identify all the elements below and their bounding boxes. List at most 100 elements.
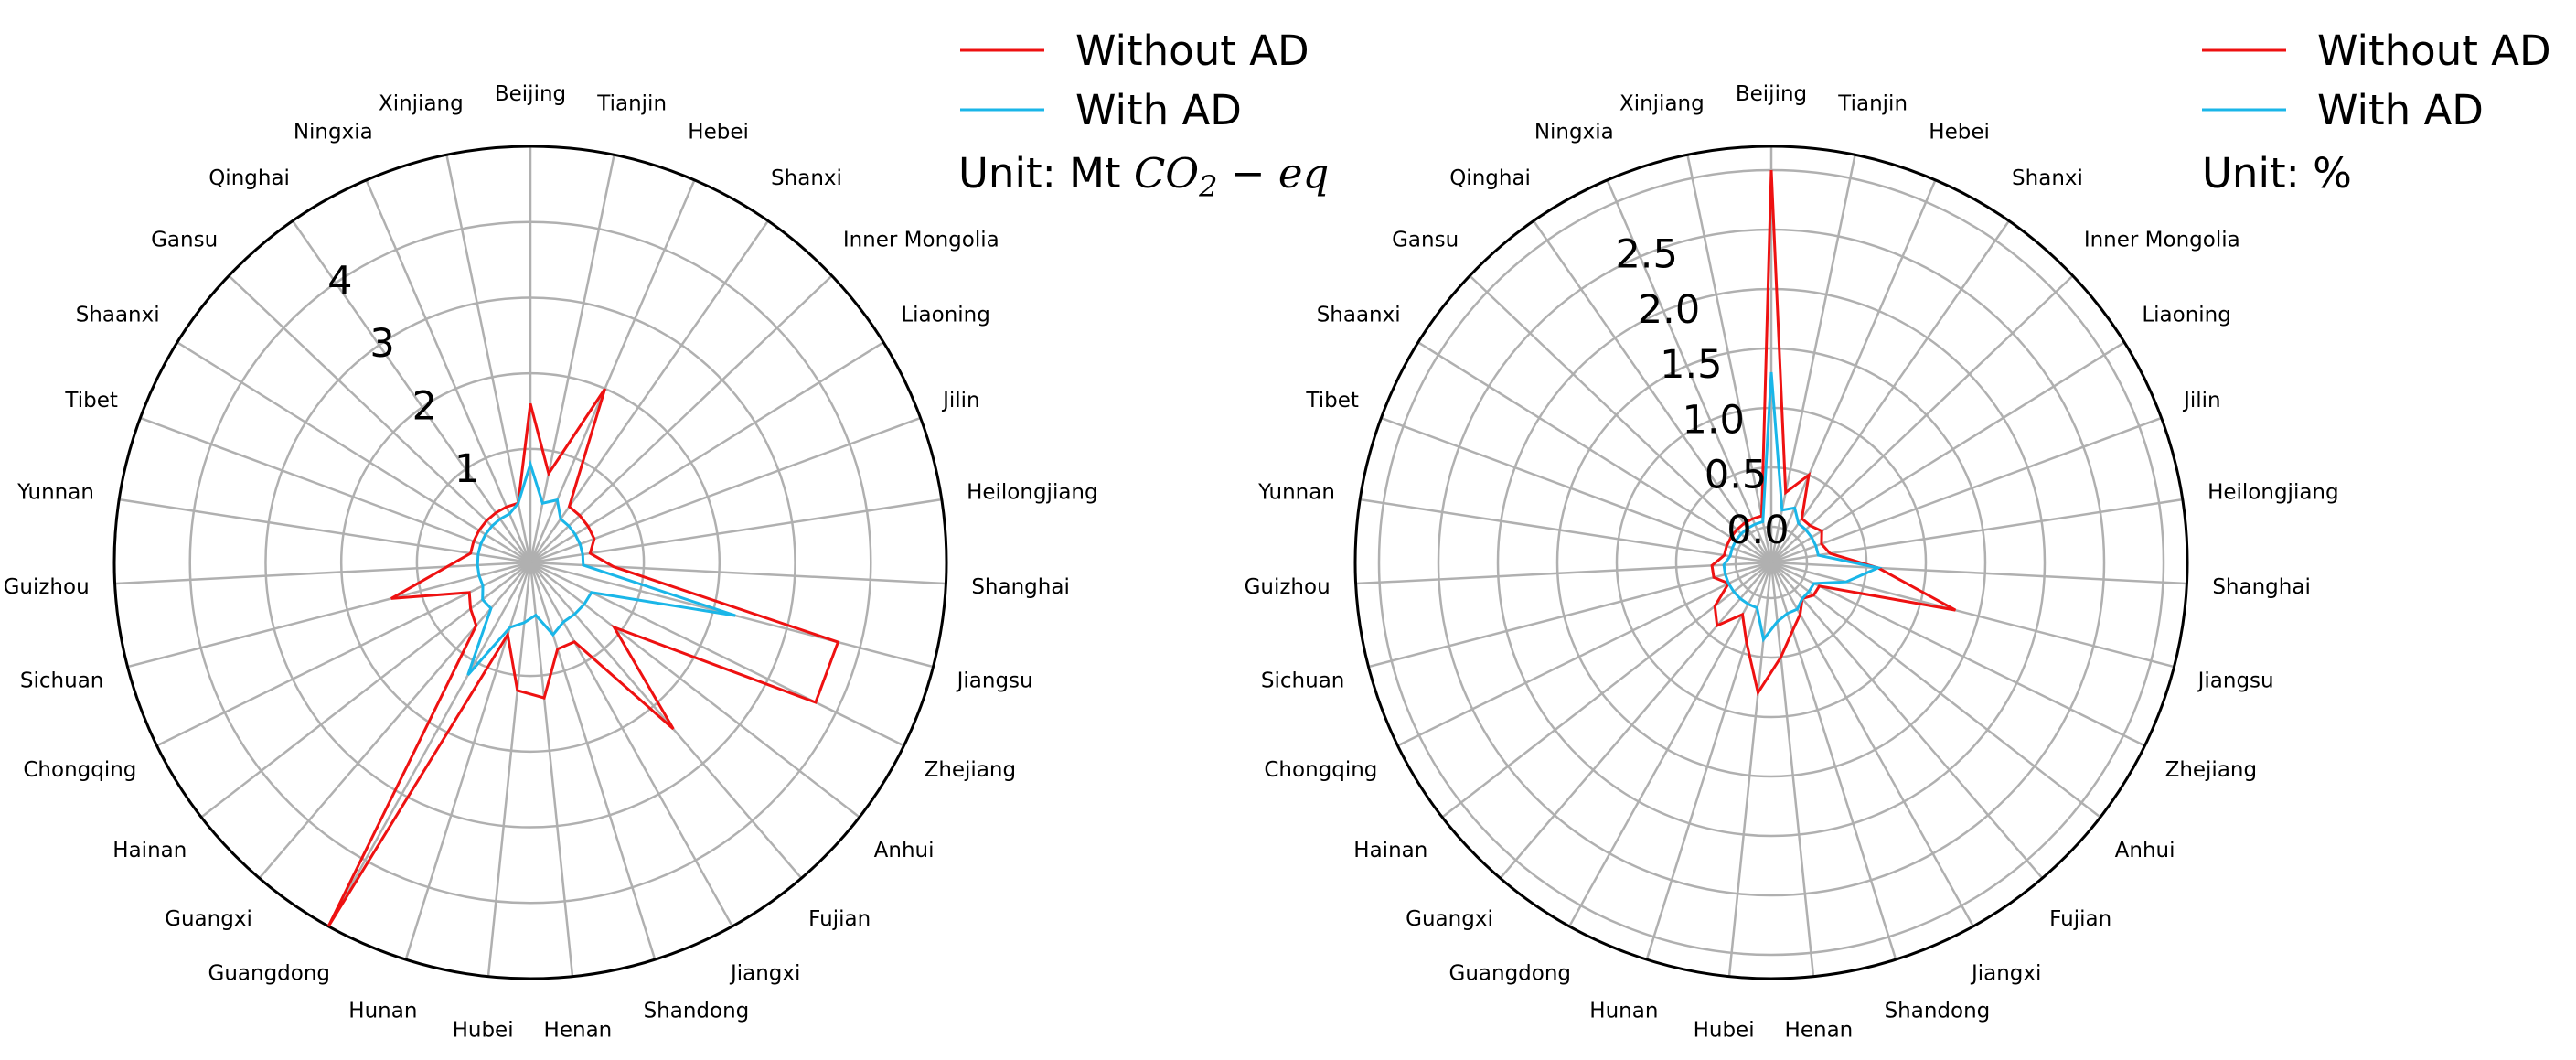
category-label: Qinghai [1449, 166, 1531, 190]
spoke-line [486, 562, 532, 977]
category-label: Sichuan [20, 669, 103, 693]
category-label: Hunan [348, 999, 417, 1023]
spoke-line [327, 562, 532, 927]
category-label: Heilongjiang [2207, 480, 2339, 504]
spoke-line [1770, 416, 2163, 564]
legend-label-without-ad: Without AD [1075, 27, 1309, 75]
grid-ring [339, 371, 721, 754]
spokes [114, 146, 946, 977]
category-label: Fujian [2049, 907, 2111, 931]
category-label: Hebei [688, 121, 749, 145]
spoke-line [176, 341, 531, 564]
category-label: Shanxi [771, 166, 842, 190]
legend-label-with-ad: With AD [1075, 86, 1242, 134]
grid-ring [415, 447, 646, 678]
radial-tick-labels: 0.0 0.5 1.0 1.5 2.0 2.5 [1615, 232, 1789, 553]
spoke-line [1770, 341, 2125, 564]
spoke-line [1533, 219, 1773, 563]
spoke-line [1727, 562, 1773, 977]
spoke-line [1769, 562, 1974, 927]
spoke-line [445, 155, 532, 563]
category-label: Jilin [2182, 389, 2221, 412]
category-label: Jilin [941, 389, 980, 412]
category-labels: Beijing Tianjin Hebei Shanxi Inner Mongolia L… [4, 82, 1098, 1042]
spoke-line [529, 498, 942, 564]
radial-tick-label: 2 [412, 384, 437, 430]
spoke-line [1769, 562, 1897, 960]
spoke-line [1769, 562, 1815, 977]
category-label: Jiangsu [956, 669, 1033, 693]
spoke-line [1355, 561, 1772, 585]
category-label: Guangdong [1449, 962, 1572, 986]
radial-tick-label: 0.0 [1726, 508, 1789, 553]
spoke-line [200, 562, 531, 819]
spoke-line [404, 562, 532, 960]
category-label: Guizhou [4, 575, 90, 599]
series-line-with-ad [1722, 371, 1883, 643]
series-line-with-ad [466, 459, 736, 676]
radial-tick-label: 0.5 [1705, 453, 1767, 498]
category-label: Shanxi [2012, 166, 2083, 190]
spoke-line [1770, 562, 2101, 819]
radar-chart-percent: Beijing Tianjin Hebei Shanxi Inner Mongolia L… [1245, 27, 2551, 1042]
grid-ring [188, 220, 872, 905]
spoke-line [529, 179, 696, 563]
category-label: Guangxi [165, 907, 252, 931]
spoke-line [1469, 274, 1772, 563]
category-label: Zhejiang [925, 758, 1017, 782]
grid-ring [1674, 466, 1868, 659]
spoke-line [529, 274, 833, 563]
spoke-line [1769, 179, 1937, 563]
spoke-line [1380, 416, 1772, 564]
category-label: Hunan [1589, 999, 1658, 1023]
spoke-line [258, 562, 531, 880]
spoke-line [1417, 341, 1772, 564]
radar-chart-emissions: Beijing Tianjin Hebei Shanxi Inner Mongolia L… [4, 27, 1330, 1042]
category-label: Guizhou [1245, 575, 1331, 599]
spoke-line [292, 219, 532, 563]
category-label: Tibet [1305, 389, 1359, 412]
spoke-line [529, 562, 803, 880]
grid-ring [1615, 406, 1928, 719]
category-label: Shandong [1885, 999, 1991, 1023]
spokes [1355, 146, 2187, 977]
category-label: Inner Mongolia [843, 229, 999, 252]
spoke-line [1770, 498, 2183, 564]
category-label: Jiangxi [729, 962, 800, 986]
category-label: Beijing [1736, 82, 1807, 106]
category-label: Xinjiang [379, 92, 464, 116]
spoke-line [1770, 274, 2074, 563]
spoke-line [139, 416, 531, 564]
category-label: Shaanxi [1317, 304, 1401, 327]
spoke-line [1441, 562, 1772, 819]
spoke-line [529, 562, 574, 977]
category-label: Liaoning [2142, 304, 2231, 327]
radar-frame [1353, 145, 2189, 980]
category-label: Anhui [2115, 839, 2175, 862]
spoke-line [1568, 562, 1773, 927]
spoke-line [1770, 561, 2175, 669]
category-label: Tianjin [1837, 92, 1908, 116]
spoke-line [1360, 498, 1772, 564]
category-label: Ningxia [294, 121, 373, 145]
category-labels: Beijing Tianjin Hebei Shanxi Inner Mongolia L… [1245, 82, 2339, 1042]
radar-frame [112, 145, 948, 980]
category-label: Sichuan [1261, 669, 1344, 693]
category-label: Fujian [808, 907, 871, 931]
category-label: Guangdong [208, 962, 331, 986]
category-label: Henan [544, 1018, 613, 1042]
legend-label-without-ad: Without AD [2317, 27, 2551, 75]
category-label: Yunnan [1257, 480, 1335, 504]
radial-tick-label: 1 [454, 446, 479, 492]
spoke-line [365, 179, 532, 563]
category-label: Tianjin [596, 92, 667, 116]
category-label: Chongqing [23, 758, 136, 782]
category-label: Chongqing [1264, 758, 1377, 782]
category-label: Beijing [495, 82, 566, 106]
spoke-line [114, 561, 531, 585]
legend: Without AD With AD [960, 27, 1309, 134]
spoke-line [228, 274, 531, 563]
grid-ring [1437, 228, 2106, 897]
category-label: Guangxi [1406, 907, 1493, 931]
